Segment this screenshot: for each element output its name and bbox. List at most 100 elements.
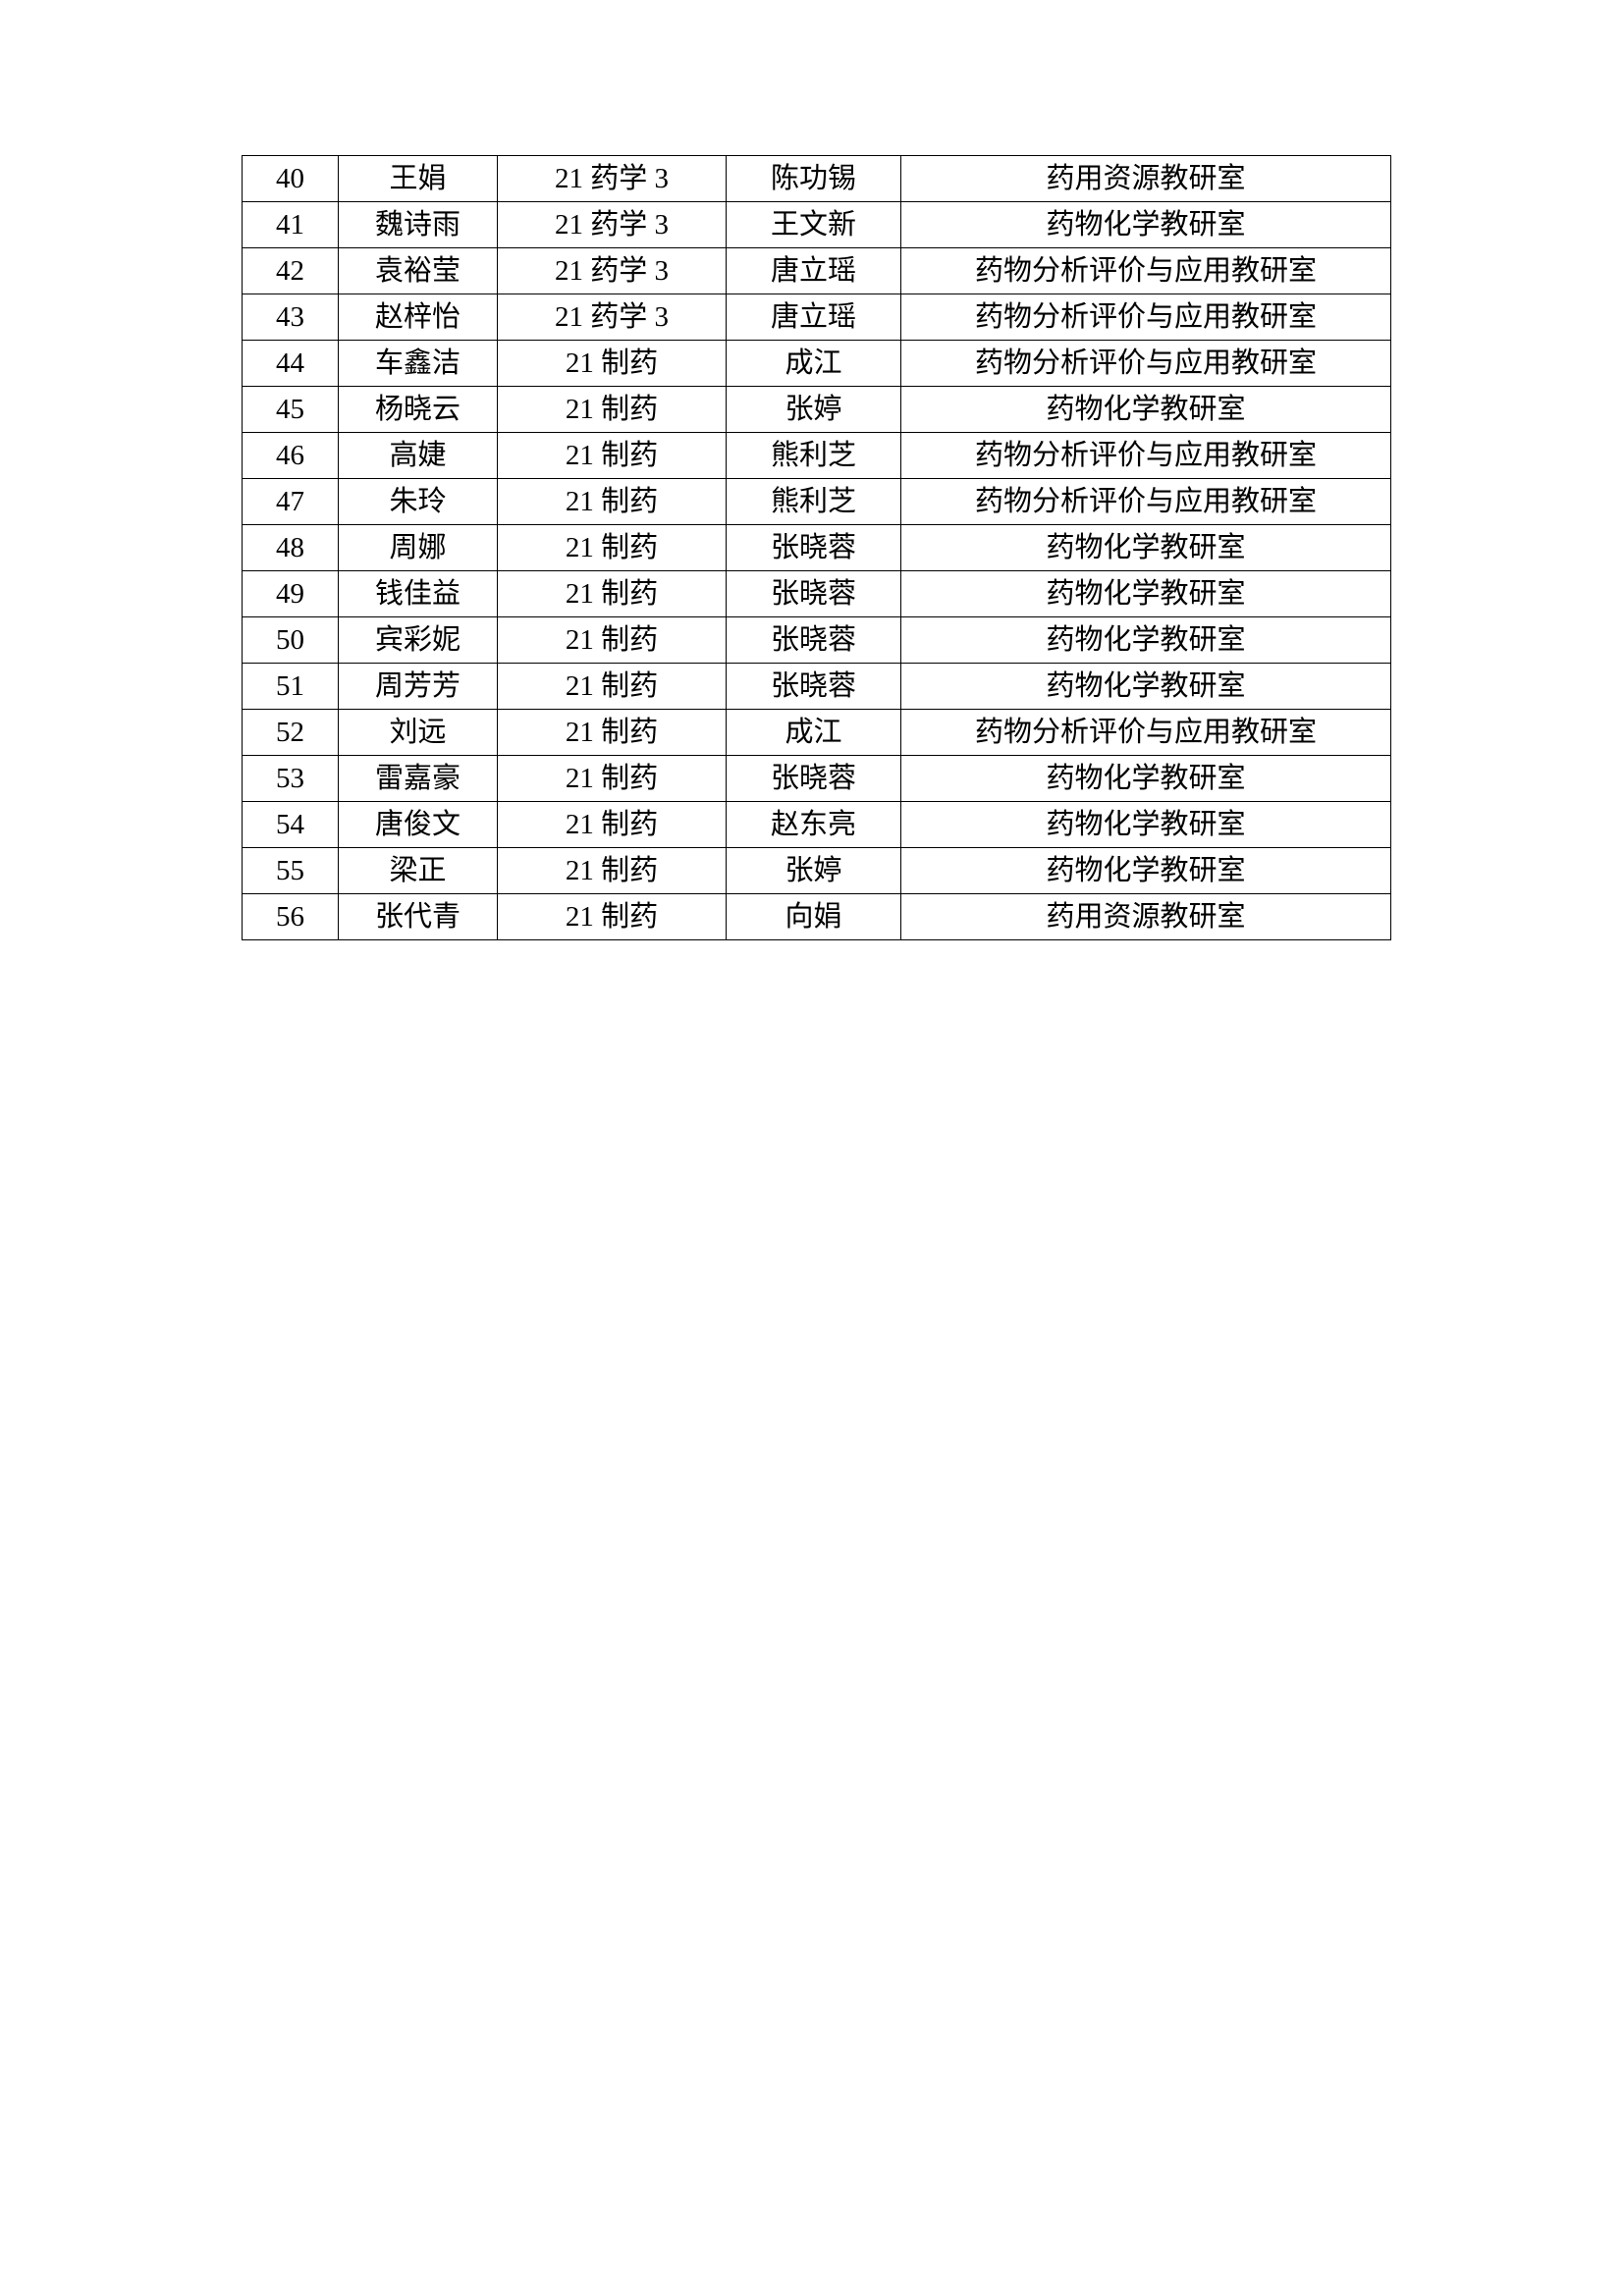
student-name-cell: 唐俊文 bbox=[338, 801, 498, 848]
row-number-cell: 49 bbox=[242, 570, 339, 617]
student-name-cell: 张代青 bbox=[338, 893, 498, 940]
class-name-cell: 21 制药 bbox=[497, 386, 727, 433]
class-name-cell: 21 制药 bbox=[497, 801, 727, 848]
student-name-cell: 高婕 bbox=[338, 432, 498, 479]
table-row: 54 唐俊文 21 制药 赵东亮 药物化学教研室 bbox=[242, 801, 1391, 848]
advisor-name-cell: 张晓蓉 bbox=[726, 755, 901, 802]
advisor-name-cell: 向娟 bbox=[726, 893, 901, 940]
row-number-cell: 56 bbox=[242, 893, 339, 940]
department-cell: 药物分析评价与应用教研室 bbox=[900, 478, 1391, 525]
advisor-name-cell: 成江 bbox=[726, 709, 901, 756]
advisor-name-cell: 熊利芝 bbox=[726, 478, 901, 525]
class-name-cell: 21 制药 bbox=[497, 847, 727, 894]
advisor-name-cell: 成江 bbox=[726, 340, 901, 387]
row-number-cell: 51 bbox=[242, 663, 339, 710]
class-name-cell: 21 制药 bbox=[497, 570, 727, 617]
row-number-cell: 52 bbox=[242, 709, 339, 756]
advisor-name-cell: 张婷 bbox=[726, 386, 901, 433]
class-name-cell: 21 制药 bbox=[497, 340, 727, 387]
department-cell: 药物化学教研室 bbox=[900, 755, 1391, 802]
department-cell: 药用资源教研室 bbox=[900, 893, 1391, 940]
department-cell: 药物分析评价与应用教研室 bbox=[900, 247, 1391, 294]
row-number-cell: 46 bbox=[242, 432, 339, 479]
department-cell: 药物化学教研室 bbox=[900, 201, 1391, 248]
row-number-cell: 40 bbox=[242, 155, 339, 202]
class-name-cell: 21 制药 bbox=[497, 432, 727, 479]
table-row: 46 高婕 21 制药 熊利芝 药物分析评价与应用教研室 bbox=[242, 432, 1391, 479]
row-number-cell: 54 bbox=[242, 801, 339, 848]
student-name-cell: 车鑫洁 bbox=[338, 340, 498, 387]
row-number-cell: 55 bbox=[242, 847, 339, 894]
class-name-cell: 21 制药 bbox=[497, 663, 727, 710]
advisor-name-cell: 张晓蓉 bbox=[726, 524, 901, 571]
department-cell: 药用资源教研室 bbox=[900, 155, 1391, 202]
advisor-name-cell: 张婷 bbox=[726, 847, 901, 894]
row-number-cell: 47 bbox=[242, 478, 339, 525]
advisor-name-cell: 陈功锡 bbox=[726, 155, 901, 202]
student-name-cell: 钱佳益 bbox=[338, 570, 498, 617]
class-name-cell: 21 制药 bbox=[497, 616, 727, 664]
table-row: 50 宾彩妮 21 制药 张晓蓉 药物化学教研室 bbox=[242, 616, 1391, 664]
student-name-cell: 梁正 bbox=[338, 847, 498, 894]
student-advisor-table: 40 王娟 21 药学 3 陈功锡 药用资源教研室 41 魏诗雨 21 药学 3 王文新 药物化学… bbox=[242, 155, 1391, 940]
department-cell: 药物化学教研室 bbox=[900, 801, 1391, 848]
row-number-cell: 44 bbox=[242, 340, 339, 387]
table-row: 49 钱佳益 21 制药 张晓蓉 药物化学教研室 bbox=[242, 570, 1391, 617]
advisor-name-cell: 唐立瑶 bbox=[726, 294, 901, 341]
department-cell: 药物分析评价与应用教研室 bbox=[900, 709, 1391, 756]
table-row: 56 张代青 21 制药 向娟 药用资源教研室 bbox=[242, 893, 1391, 940]
class-name-cell: 21 制药 bbox=[497, 709, 727, 756]
advisor-name-cell: 王文新 bbox=[726, 201, 901, 248]
advisor-name-cell: 熊利芝 bbox=[726, 432, 901, 479]
class-name-cell: 21 制药 bbox=[497, 524, 727, 571]
class-name-cell: 21 药学 3 bbox=[497, 155, 727, 202]
student-name-cell: 宾彩妮 bbox=[338, 616, 498, 664]
department-cell: 药物化学教研室 bbox=[900, 570, 1391, 617]
department-cell: 药物化学教研室 bbox=[900, 847, 1391, 894]
row-number-cell: 48 bbox=[242, 524, 339, 571]
table-row: 43 赵梓怡 21 药学 3 唐立瑶 药物分析评价与应用教研室 bbox=[242, 294, 1391, 341]
student-name-cell: 周娜 bbox=[338, 524, 498, 571]
row-number-cell: 45 bbox=[242, 386, 339, 433]
advisor-name-cell: 张晓蓉 bbox=[726, 570, 901, 617]
student-name-cell: 周芳芳 bbox=[338, 663, 498, 710]
table-row: 47 朱玲 21 制药 熊利芝 药物分析评价与应用教研室 bbox=[242, 478, 1391, 525]
department-cell: 药物分析评价与应用教研室 bbox=[900, 432, 1391, 479]
class-name-cell: 21 制药 bbox=[497, 478, 727, 525]
row-number-cell: 41 bbox=[242, 201, 339, 248]
table-row: 52 刘远 21 制药 成江 药物分析评价与应用教研室 bbox=[242, 709, 1391, 756]
class-name-cell: 21 药学 3 bbox=[497, 294, 727, 341]
table-row: 40 王娟 21 药学 3 陈功锡 药用资源教研室 bbox=[242, 155, 1391, 202]
row-number-cell: 43 bbox=[242, 294, 339, 341]
student-name-cell: 赵梓怡 bbox=[338, 294, 498, 341]
student-name-cell: 朱玲 bbox=[338, 478, 498, 525]
department-cell: 药物化学教研室 bbox=[900, 386, 1391, 433]
row-number-cell: 42 bbox=[242, 247, 339, 294]
student-name-cell: 刘远 bbox=[338, 709, 498, 756]
advisor-name-cell: 张晓蓉 bbox=[726, 616, 901, 664]
student-name-cell: 魏诗雨 bbox=[338, 201, 498, 248]
table-row: 51 周芳芳 21 制药 张晓蓉 药物化学教研室 bbox=[242, 663, 1391, 710]
department-cell: 药物化学教研室 bbox=[900, 616, 1391, 664]
department-cell: 药物化学教研室 bbox=[900, 524, 1391, 571]
student-name-cell: 王娟 bbox=[338, 155, 498, 202]
student-name-cell: 杨晓云 bbox=[338, 386, 498, 433]
class-name-cell: 21 药学 3 bbox=[497, 247, 727, 294]
student-name-cell: 雷嘉豪 bbox=[338, 755, 498, 802]
class-name-cell: 21 制药 bbox=[497, 755, 727, 802]
department-cell: 药物化学教研室 bbox=[900, 663, 1391, 710]
student-name-cell: 袁裕莹 bbox=[338, 247, 498, 294]
advisor-name-cell: 赵东亮 bbox=[726, 801, 901, 848]
table-row: 45 杨晓云 21 制药 张婷 药物化学教研室 bbox=[242, 386, 1391, 433]
class-name-cell: 21 制药 bbox=[497, 893, 727, 940]
table-row: 53 雷嘉豪 21 制药 张晓蓉 药物化学教研室 bbox=[242, 755, 1391, 802]
table-row: 42 袁裕莹 21 药学 3 唐立瑶 药物分析评价与应用教研室 bbox=[242, 247, 1391, 294]
department-cell: 药物分析评价与应用教研室 bbox=[900, 294, 1391, 341]
table-row: 44 车鑫洁 21 制药 成江 药物分析评价与应用教研室 bbox=[242, 340, 1391, 387]
row-number-cell: 53 bbox=[242, 755, 339, 802]
table-row: 41 魏诗雨 21 药学 3 王文新 药物化学教研室 bbox=[242, 201, 1391, 248]
department-cell: 药物分析评价与应用教研室 bbox=[900, 340, 1391, 387]
advisor-name-cell: 唐立瑶 bbox=[726, 247, 901, 294]
row-number-cell: 50 bbox=[242, 616, 339, 664]
advisor-name-cell: 张晓蓉 bbox=[726, 663, 901, 710]
